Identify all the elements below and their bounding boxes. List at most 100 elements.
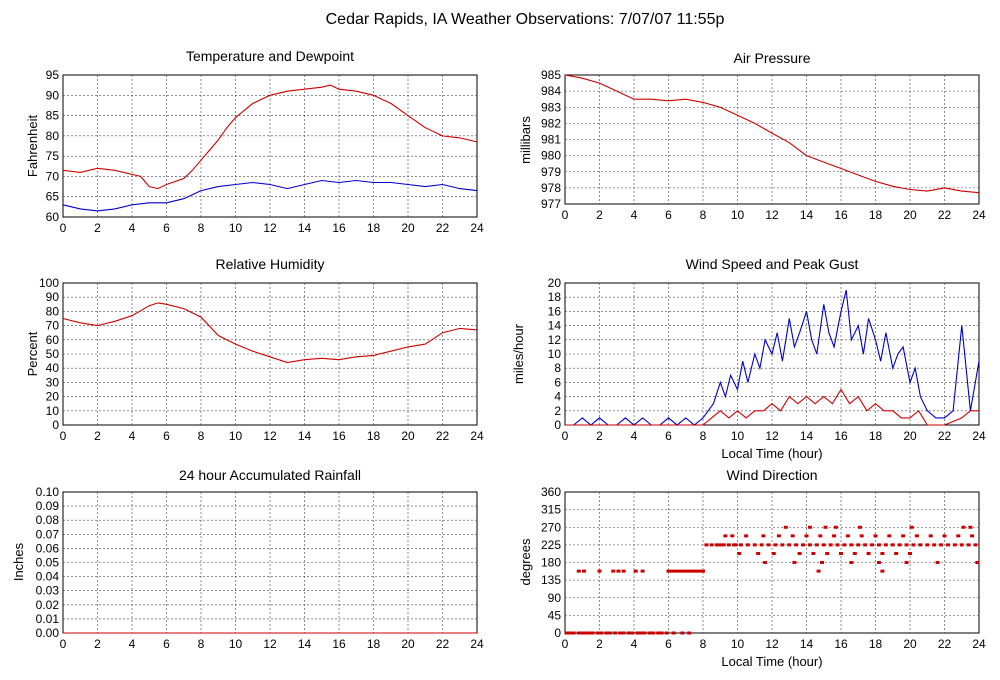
- rain-xtick-label: 20: [401, 637, 415, 651]
- temp-xtick-label: 0: [60, 221, 67, 235]
- wind-panel: Wind Speed and Peak Gust miles/hour Loca…: [511, 256, 986, 461]
- dir-ytick-label: 0: [554, 626, 561, 640]
- dir-point: [581, 569, 586, 573]
- dir-point: [738, 543, 743, 547]
- dir-point: [863, 543, 868, 547]
- dir-point: [621, 631, 626, 635]
- rain-ylabel: Inches: [11, 542, 26, 581]
- rain-ytick-label: 0.01: [36, 612, 60, 626]
- dir-point: [687, 631, 692, 635]
- temp-ytick-label: 85: [46, 109, 60, 123]
- dir-point: [745, 543, 750, 547]
- dir-point: [771, 551, 776, 555]
- dir-point: [857, 525, 862, 529]
- wind-xtick-label: 4: [631, 429, 638, 443]
- wind-series-1-line: [565, 388, 979, 426]
- pressure-ytick-label: 982: [541, 116, 561, 130]
- temp-ytick-label: 75: [46, 149, 60, 163]
- rain-ytick-label: 0.07: [36, 527, 60, 541]
- rain-ytick-label: 0.06: [36, 541, 60, 555]
- wind-xtick-label: 8: [700, 429, 707, 443]
- dir-point: [787, 543, 792, 547]
- rh-title: Relative Humidity: [216, 256, 325, 272]
- dir-point: [621, 569, 626, 573]
- pressure-ytick-label: 985: [541, 68, 561, 82]
- pressure-xtick-label: 10: [731, 208, 745, 222]
- dir-point: [709, 543, 714, 547]
- dir-point: [842, 543, 847, 547]
- dir-point: [804, 534, 809, 538]
- wind-ytick-label: 10: [548, 347, 562, 361]
- dir-xlabel: Local Time (hour): [721, 654, 822, 669]
- dir-point: [761, 534, 766, 538]
- temp-ylabel: Fahrenheit: [25, 115, 40, 178]
- dir-point: [901, 534, 906, 538]
- dir-point: [876, 543, 881, 547]
- rain-xtick-label: 0: [60, 637, 67, 651]
- temp-title: Temperature and Dewpoint: [186, 48, 354, 64]
- dir-point: [687, 569, 692, 573]
- rh-ytick-label: 30: [46, 375, 60, 389]
- wind-title: Wind Speed and Peak Gust: [686, 256, 859, 272]
- rh-xtick-label: 4: [129, 429, 136, 443]
- dir-point: [730, 534, 735, 538]
- wind-ytick-label: 8: [554, 361, 561, 375]
- pressure-xtick-label: 24: [972, 208, 986, 222]
- dir-point: [571, 631, 576, 635]
- dir-point: [880, 551, 885, 555]
- pressure-ytick-label: 980: [541, 149, 561, 163]
- dir-point: [604, 631, 609, 635]
- dir-point: [852, 551, 857, 555]
- dir-point: [694, 569, 699, 573]
- dir-xtick-label: 20: [903, 637, 917, 651]
- dir-point: [697, 569, 702, 573]
- dir-point: [776, 534, 781, 538]
- rh-ytick-label: 20: [46, 390, 60, 404]
- rain-ytick-label: 0.02: [36, 598, 60, 612]
- rain-xtick-label: 12: [263, 637, 277, 651]
- dir-title: Wind Direction: [726, 467, 817, 483]
- dir-point: [942, 534, 947, 538]
- dir-point: [908, 551, 912, 555]
- dir-point: [673, 569, 678, 573]
- wind-ytick-label: 4: [554, 390, 561, 404]
- rain-ytick-label: 0.08: [36, 513, 60, 527]
- figure-title: Cedar Rapids, IA Weather Observations: 7…: [326, 11, 725, 28]
- wind-xtick-label: 14: [800, 429, 814, 443]
- dir-point: [680, 631, 685, 635]
- dir-point: [576, 631, 581, 635]
- dir-point: [718, 543, 723, 547]
- rain-ytick-label: 0.09: [36, 499, 60, 513]
- dir-ytick-label: 360: [541, 485, 561, 499]
- temp-xtick-label: 20: [401, 221, 415, 235]
- dir-point: [595, 631, 600, 635]
- dir-point: [904, 561, 909, 564]
- dir-ytick-label: 90: [548, 591, 562, 605]
- rain-xtick-label: 14: [298, 637, 312, 651]
- pressure-ytick-label: 981: [541, 133, 561, 147]
- pressure-ylabel: millibars: [518, 116, 533, 164]
- dir-point: [766, 543, 771, 547]
- dir-point: [704, 543, 709, 547]
- pressure-xtick-label: 16: [834, 208, 848, 222]
- wind-xtick-label: 22: [938, 429, 952, 443]
- dir-point: [669, 569, 674, 573]
- dir-point: [647, 631, 652, 635]
- dir-point: [873, 534, 878, 538]
- dir-point: [701, 569, 705, 573]
- dir-point: [576, 569, 581, 573]
- temp-ytick-label: 70: [46, 169, 60, 183]
- wind-ytick-label: 0: [554, 418, 561, 432]
- rh-xtick-label: 12: [263, 429, 277, 443]
- rh-xtick-label: 0: [60, 429, 67, 443]
- rain-xtick-label: 8: [198, 637, 205, 651]
- dir-point: [676, 569, 681, 573]
- dir-point: [650, 631, 655, 635]
- dir-point: [714, 543, 719, 547]
- dir-point: [883, 543, 888, 547]
- dir-point: [680, 569, 685, 573]
- dir-xtick-label: 8: [700, 637, 707, 651]
- rh-ytick-label: 60: [46, 333, 60, 347]
- dir-point: [599, 631, 604, 635]
- dir-point: [956, 534, 961, 538]
